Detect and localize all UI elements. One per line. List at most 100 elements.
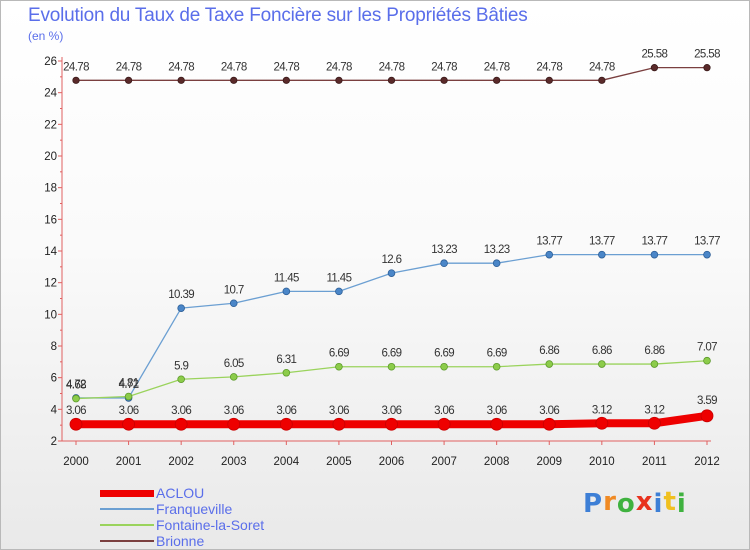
data-label-brionne-2009: 24.78 (536, 61, 562, 73)
legend-label-aclou: ACLOU (156, 485, 205, 501)
data-label-franqueville-2006: 12.6 (382, 254, 402, 266)
legend-label-franqueville: Franqueville (156, 501, 233, 517)
point-aclou-2000 (69, 417, 83, 431)
point-aclou-2001 (122, 417, 135, 431)
point-brionne-2004 (282, 76, 290, 84)
x-tick-label-2005: 2005 (326, 456, 352, 468)
logo-letter: P (583, 489, 604, 519)
labels-franqueville: 4.72 4.72 10.39 10.7 11.45 11.45 12.6 13.23 13.2… (66, 236, 721, 391)
data-label-franqueville-2012: 13.77 (694, 236, 720, 248)
point-franqueville-2009 (545, 250, 554, 259)
data-label-fontaine-la-soret-2008: 6.69 (487, 348, 507, 360)
data-label-franqueville-2008: 13.23 (484, 244, 510, 256)
series-franqueville (72, 250, 711, 402)
point-brionne-2003 (230, 76, 238, 84)
series-fontaine-la-soret (72, 356, 711, 403)
point-fontaine-la-soret-2003 (229, 373, 238, 381)
data-label-franqueville-2004: 11.45 (274, 272, 299, 284)
point-aclou-2006 (385, 417, 398, 431)
data-label-franqueville-2009: 13.77 (536, 236, 562, 248)
y-tick-label: 16 (44, 214, 57, 226)
series-lines (69, 64, 714, 431)
x-tick-label-2002: 2002 (168, 456, 194, 468)
data-label-fontaine-la-soret-2002: 5.9 (174, 360, 188, 372)
point-brionne-2002 (177, 76, 185, 84)
point-brionne-2012 (703, 64, 711, 72)
legend-label-fontaine-la-soret: Fontaine-la-Soret (156, 517, 265, 533)
data-label-franqueville-2005: 11.45 (326, 272, 351, 284)
data-label-aclou-2004: 3.06 (276, 405, 296, 417)
point-brionne-2008 (493, 76, 501, 84)
data-label-aclou-2011: 3.12 (644, 404, 664, 416)
point-aclou-2007 (437, 417, 451, 431)
point-aclou-2002 (174, 417, 188, 431)
point-fontaine-la-soret-2012 (703, 356, 711, 365)
data-label-aclou-2001: 3.06 (119, 405, 139, 417)
point-aclou-2010 (595, 416, 609, 430)
data-label-franqueville-2003: 10.7 (224, 284, 244, 296)
data-label-fontaine-la-soret-2000: 4.68 (66, 380, 86, 392)
y-tick-label: 26 (44, 56, 57, 68)
point-franqueville-2005 (335, 287, 343, 296)
point-aclou-2012 (700, 409, 714, 423)
data-label-franqueville-2000: 4.72 (66, 379, 86, 391)
y-tick-label: 18 (44, 183, 57, 195)
legend-swatch-aclou (100, 490, 154, 497)
logo-letter: t (663, 487, 677, 517)
data-label-brionne-2008: 24.78 (484, 61, 510, 73)
point-fontaine-la-soret-2007 (440, 362, 448, 371)
logo-letter: i (653, 489, 664, 519)
series-brionne (72, 64, 711, 84)
data-label-brionne-2006: 24.78 (379, 61, 405, 73)
point-aclou-2011 (648, 416, 661, 430)
legend-swatch-franqueville (100, 508, 154, 510)
data-label-brionne-2012: 25.58 (694, 49, 720, 61)
data-label-fontaine-la-soret-2003: 6.05 (224, 358, 244, 370)
point-aclou-2005 (332, 417, 346, 431)
y-tick-label: 24 (44, 88, 57, 100)
point-brionne-2010 (598, 76, 606, 84)
data-label-fontaine-la-soret-2012: 7.07 (697, 342, 717, 354)
legend-swatch-brionne (100, 540, 154, 542)
data-label-fontaine-la-soret-2004: 6.31 (276, 354, 296, 366)
point-franqueville-2004 (282, 287, 291, 296)
point-franqueville-2011 (650, 250, 659, 259)
point-aclou-2009 (542, 417, 556, 431)
data-label-aclou-2010: 3.12 (592, 404, 612, 416)
x-tick-label-2004: 2004 (274, 456, 300, 468)
y-tick-label: 4 (51, 404, 58, 416)
data-label-brionne-2007: 24.78 (431, 61, 457, 73)
point-brionne-2006 (387, 76, 396, 84)
y-tick-label: 8 (51, 341, 57, 353)
data-label-aclou-2005: 3.06 (329, 405, 349, 417)
data-label-aclou-2008: 3.06 (487, 405, 507, 417)
point-fontaine-la-soret-2006 (387, 362, 396, 371)
point-fontaine-la-soret-2001 (124, 392, 133, 401)
data-label-fontaine-la-soret-2010: 6.86 (592, 345, 612, 357)
labels-fontaine-la-soret: 4.68 4.81 5.9 6.05 6.31 6.69 6.69 6.69 6.69 6.86 6… (66, 342, 718, 392)
data-label-fontaine-la-soret-2001: 4.81 (119, 378, 139, 390)
point-fontaine-la-soret-2004 (282, 368, 291, 377)
point-franqueville-2003 (229, 299, 238, 308)
data-label-brionne-2010: 24.78 (589, 61, 615, 73)
y-axis-unit-label: (en %) (28, 29, 64, 43)
x-tick-label-2006: 2006 (379, 456, 405, 468)
data-label-aclou-2009: 3.06 (539, 405, 559, 417)
y-tick-label: 6 (51, 373, 57, 385)
x-tick-label-2012: 2012 (694, 456, 720, 468)
point-fontaine-la-soret-2010 (598, 360, 606, 368)
point-aclou-2008 (490, 417, 504, 431)
logo-letter: x (635, 487, 654, 517)
point-fontaine-la-soret-2000 (72, 394, 80, 403)
point-franqueville-2012 (703, 250, 711, 259)
point-fontaine-la-soret-2009 (545, 360, 554, 368)
data-label-brionne-2000: 24.78 (63, 61, 89, 73)
data-labels: 3.06 3.06 3.06 3.06 3.06 3.06 3.06 3.06 3.06 3.06… (63, 49, 721, 418)
data-label-aclou-2000: 3.06 (66, 405, 86, 417)
y-tick-label: 22 (44, 119, 57, 131)
point-brionne-2001 (124, 76, 133, 84)
point-fontaine-la-soret-2011 (650, 360, 659, 368)
point-franqueville-2002 (177, 304, 185, 312)
point-aclou-2004 (279, 417, 293, 431)
